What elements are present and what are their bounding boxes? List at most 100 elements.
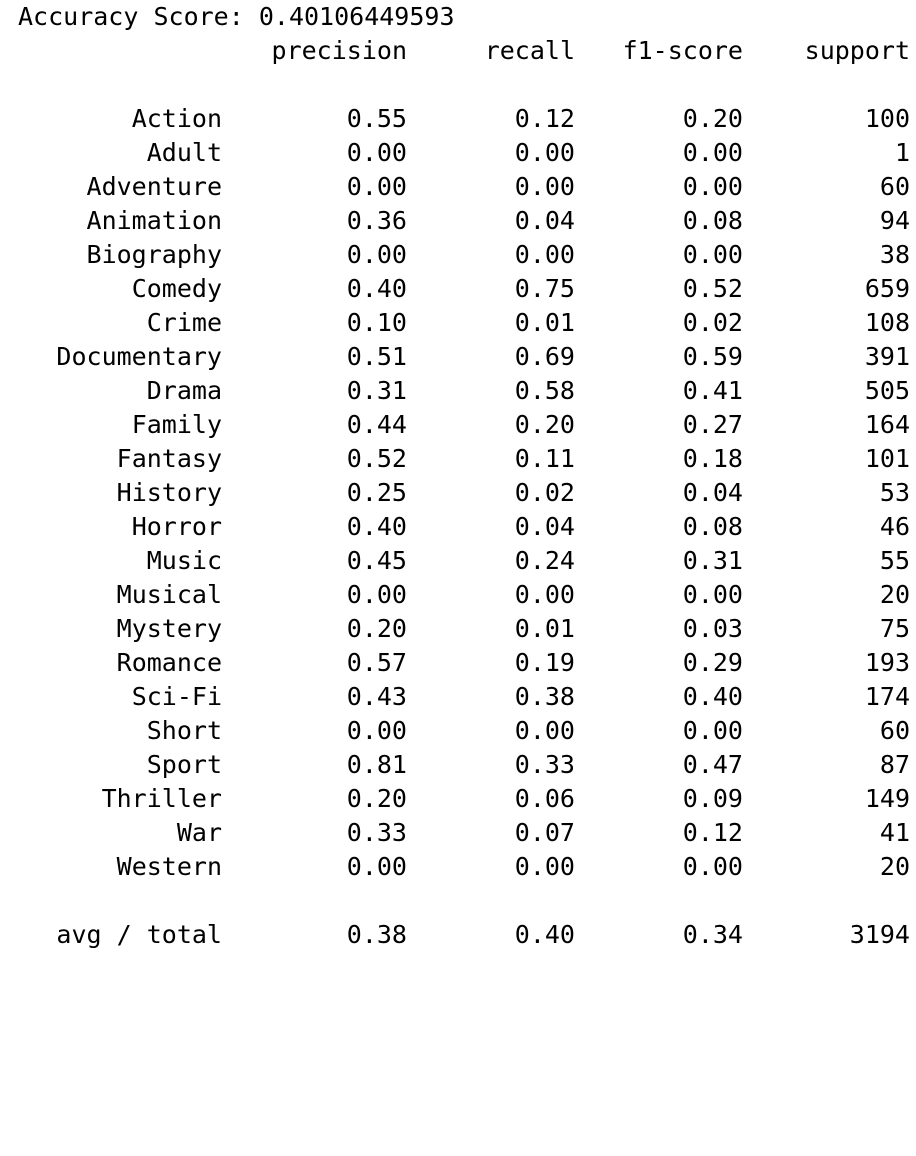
table-row: Sport 0.81 0.33 0.47 87 bbox=[18, 748, 910, 782]
table-row: Crime 0.10 0.01 0.02 108 bbox=[18, 306, 910, 340]
row-label: Romance bbox=[116, 648, 222, 677]
row-label: Drama bbox=[146, 376, 222, 405]
row-f1-score: 0.08 bbox=[682, 512, 743, 541]
row-precision: 0.00 bbox=[346, 138, 407, 167]
row-support: 20 bbox=[879, 580, 910, 609]
row-precision: 0.57 bbox=[346, 648, 407, 677]
row-label: Thriller bbox=[101, 784, 222, 813]
table-row: Family 0.44 0.20 0.27 164 bbox=[18, 408, 910, 442]
table-row: Drama 0.31 0.58 0.41 505 bbox=[18, 374, 910, 408]
spacer bbox=[18, 68, 898, 102]
row-label: Adventure bbox=[86, 172, 222, 201]
row-f1-score: 0.00 bbox=[682, 240, 743, 269]
row-support: 659 bbox=[864, 274, 910, 303]
row-f1-score: 0.59 bbox=[682, 342, 743, 371]
row-recall: 0.12 bbox=[514, 104, 575, 133]
row-recall: 0.19 bbox=[514, 648, 575, 677]
row-precision: 0.81 bbox=[346, 750, 407, 779]
row-support: 46 bbox=[879, 512, 910, 541]
row-f1-score: 0.20 bbox=[682, 104, 743, 133]
table-row: Action 0.55 0.12 0.20 100 bbox=[18, 102, 910, 136]
row-precision: 0.45 bbox=[346, 546, 407, 575]
row-label: Western bbox=[116, 852, 222, 881]
row-label: Biography bbox=[86, 240, 222, 269]
row-support: 75 bbox=[879, 614, 910, 643]
row-recall: 0.33 bbox=[514, 750, 575, 779]
row-support: 87 bbox=[879, 750, 910, 779]
table-row: Biography 0.00 0.00 0.00 38 bbox=[18, 238, 910, 272]
table-row: Sci-Fi 0.43 0.38 0.40 174 bbox=[18, 680, 910, 714]
header-support: support bbox=[804, 36, 910, 65]
row-support: 108 bbox=[864, 308, 910, 337]
row-label: Family bbox=[131, 410, 222, 439]
header-precision: precision bbox=[271, 36, 407, 65]
row-precision: 0.40 bbox=[346, 512, 407, 541]
row-f1-score: 0.12 bbox=[682, 818, 743, 847]
row-f1-score: 0.00 bbox=[682, 580, 743, 609]
row-precision: 0.40 bbox=[346, 274, 407, 303]
row-support: 38 bbox=[879, 240, 910, 269]
row-label: Crime bbox=[146, 308, 222, 337]
row-f1-score: 0.18 bbox=[682, 444, 743, 473]
row-f1-score: 0.00 bbox=[682, 172, 743, 201]
row-recall: 0.58 bbox=[514, 376, 575, 405]
total-row: avg / total 0.38 0.40 0.34 3194 bbox=[18, 918, 910, 952]
row-f1-score: 0.02 bbox=[682, 308, 743, 337]
table-row: Short 0.00 0.00 0.00 60 bbox=[18, 714, 910, 748]
table-row: War 0.33 0.07 0.12 41 bbox=[18, 816, 910, 850]
row-f1-score: 0.47 bbox=[682, 750, 743, 779]
row-recall: 0.00 bbox=[514, 580, 575, 609]
row-f1-score: 0.00 bbox=[682, 138, 743, 167]
row-support: 94 bbox=[879, 206, 910, 235]
row-precision: 0.00 bbox=[346, 716, 407, 745]
row-recall: 0.75 bbox=[514, 274, 575, 303]
row-support: 174 bbox=[864, 682, 910, 711]
row-precision: 0.31 bbox=[346, 376, 407, 405]
row-recall: 0.24 bbox=[514, 546, 575, 575]
row-recall: 0.01 bbox=[514, 614, 575, 643]
row-precision: 0.10 bbox=[346, 308, 407, 337]
row-precision: 0.25 bbox=[346, 478, 407, 507]
total-precision: 0.38 bbox=[346, 920, 407, 949]
row-label: Sci-Fi bbox=[131, 682, 222, 711]
row-label: War bbox=[176, 818, 222, 847]
row-support: 55 bbox=[879, 546, 910, 575]
row-label: Horror bbox=[131, 512, 222, 541]
accuracy-label: Accuracy Score: bbox=[18, 2, 244, 31]
row-label: Documentary bbox=[56, 342, 222, 371]
row-recall: 0.69 bbox=[514, 342, 575, 371]
row-support: 60 bbox=[879, 716, 910, 745]
total-recall: 0.40 bbox=[514, 920, 575, 949]
row-precision: 0.00 bbox=[346, 172, 407, 201]
row-label: Action bbox=[131, 104, 222, 133]
row-support: 149 bbox=[864, 784, 910, 813]
row-label: Animation bbox=[86, 206, 222, 235]
table-row: Thriller 0.20 0.06 0.09 149 bbox=[18, 782, 910, 816]
table-row: Horror 0.40 0.04 0.08 46 bbox=[18, 510, 910, 544]
row-support: 60 bbox=[879, 172, 910, 201]
row-label: Sport bbox=[146, 750, 222, 779]
row-support: 20 bbox=[879, 852, 910, 881]
row-recall: 0.00 bbox=[514, 716, 575, 745]
row-support: 53 bbox=[879, 478, 910, 507]
classification-report: Accuracy Score: 0.40106449593 precision … bbox=[18, 0, 910, 952]
row-recall: 0.00 bbox=[514, 172, 575, 201]
row-f1-score: 0.40 bbox=[682, 682, 743, 711]
table-row: Animation 0.36 0.04 0.08 94 bbox=[18, 204, 910, 238]
row-label: Mystery bbox=[116, 614, 222, 643]
header-row: precision recall f1-score support bbox=[18, 34, 910, 68]
row-f1-score: 0.27 bbox=[682, 410, 743, 439]
header-recall: recall bbox=[484, 36, 575, 65]
row-recall: 0.06 bbox=[514, 784, 575, 813]
row-precision: 0.52 bbox=[346, 444, 407, 473]
row-precision: 0.00 bbox=[346, 852, 407, 881]
row-precision: 0.44 bbox=[346, 410, 407, 439]
row-precision: 0.36 bbox=[346, 206, 407, 235]
row-precision: 0.20 bbox=[346, 614, 407, 643]
row-f1-score: 0.52 bbox=[682, 274, 743, 303]
table-row: Music 0.45 0.24 0.31 55 bbox=[18, 544, 910, 578]
row-precision: 0.00 bbox=[346, 580, 407, 609]
total-support: 3194 bbox=[849, 920, 910, 949]
row-recall: 0.04 bbox=[514, 512, 575, 541]
row-precision: 0.43 bbox=[346, 682, 407, 711]
